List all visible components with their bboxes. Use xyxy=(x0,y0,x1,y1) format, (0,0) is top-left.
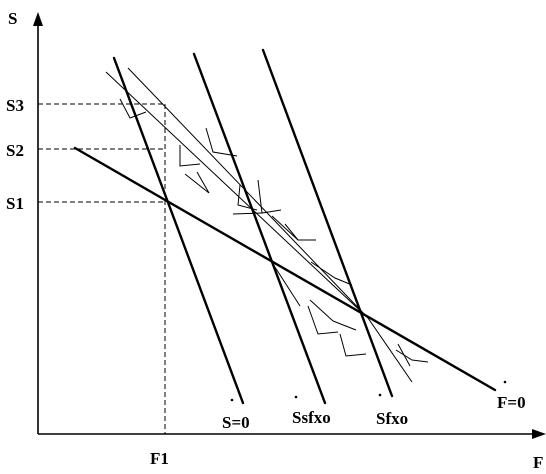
tick-f1: F1 xyxy=(150,449,169,468)
s-dot-zero-label: S=0 xyxy=(222,413,250,432)
s-dot-marker xyxy=(230,398,234,402)
x-axis-arrow-icon xyxy=(532,429,546,439)
ssfxo-line xyxy=(192,52,327,405)
trajectory-line-1 xyxy=(105,71,369,319)
f-dot-zero-line xyxy=(73,146,497,392)
tick-s3: S3 xyxy=(6,96,24,115)
trajectory-line-2 xyxy=(127,67,369,319)
trajectory-line-4 xyxy=(367,317,413,383)
tick-s2: S2 xyxy=(6,141,24,160)
flow-arrows xyxy=(119,98,429,367)
x-axis-label: F xyxy=(533,453,543,472)
sfxo-dot-marker xyxy=(378,393,382,397)
sfxo-line xyxy=(261,48,394,398)
tick-s1: S1 xyxy=(6,194,24,213)
f-dot-zero-label: F=0 xyxy=(497,393,526,412)
s-dot-zero-line xyxy=(112,56,245,405)
y-axis-arrow-icon xyxy=(33,12,43,26)
trajectory-line-3 xyxy=(272,263,301,307)
f-dot-marker xyxy=(503,380,507,384)
ssfxo-dot-marker xyxy=(294,395,298,399)
sfxo-label: Sfxo xyxy=(376,409,408,428)
ssfxo-label: Ssfxo xyxy=(292,408,331,427)
y-axis-label: S xyxy=(8,9,17,28)
